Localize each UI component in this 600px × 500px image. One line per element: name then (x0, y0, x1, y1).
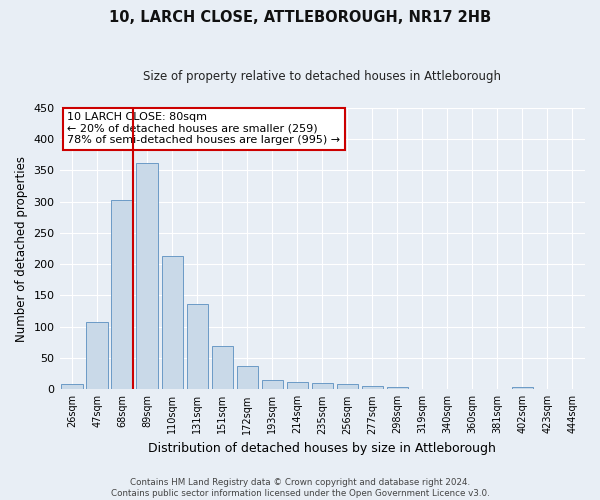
Bar (262, 380, 283, 390)
Y-axis label: Number of detached properties: Number of detached properties (15, 156, 28, 342)
Bar (236, 366, 258, 390)
X-axis label: Distribution of detached houses by size in Attleborough: Distribution of detached houses by size … (148, 442, 496, 455)
Text: 10 LARCH CLOSE: 80sqm
← 20% of detached houses are smaller (259)
78% of semi-det: 10 LARCH CLOSE: 80sqm ← 20% of detached … (67, 112, 341, 145)
Bar (136, 163, 158, 390)
Bar (212, 346, 233, 390)
Bar (61, 384, 83, 390)
Title: Size of property relative to detached houses in Attleborough: Size of property relative to detached ho… (143, 70, 501, 83)
Bar (337, 384, 358, 390)
Bar (86, 322, 108, 390)
Text: 10, LARCH CLOSE, ATTLEBOROUGH, NR17 2HB: 10, LARCH CLOSE, ATTLEBOROUGH, NR17 2HB (109, 10, 491, 25)
Bar (187, 304, 208, 390)
Bar (161, 256, 183, 390)
Bar (362, 386, 383, 390)
Bar (412, 388, 433, 390)
Bar (112, 200, 133, 390)
Bar (387, 388, 408, 390)
Bar (311, 383, 333, 390)
Text: Contains HM Land Registry data © Crown copyright and database right 2024.
Contai: Contains HM Land Registry data © Crown c… (110, 478, 490, 498)
Bar (512, 388, 533, 390)
Bar (287, 382, 308, 390)
